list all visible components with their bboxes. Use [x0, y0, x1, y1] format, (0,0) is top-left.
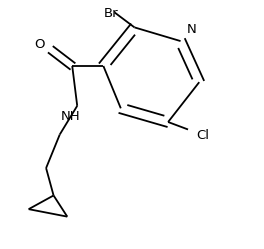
Text: N: N: [187, 23, 196, 36]
Text: NH: NH: [61, 110, 81, 123]
Text: O: O: [35, 38, 45, 51]
Text: Cl: Cl: [197, 129, 210, 142]
Text: Br: Br: [103, 7, 118, 20]
